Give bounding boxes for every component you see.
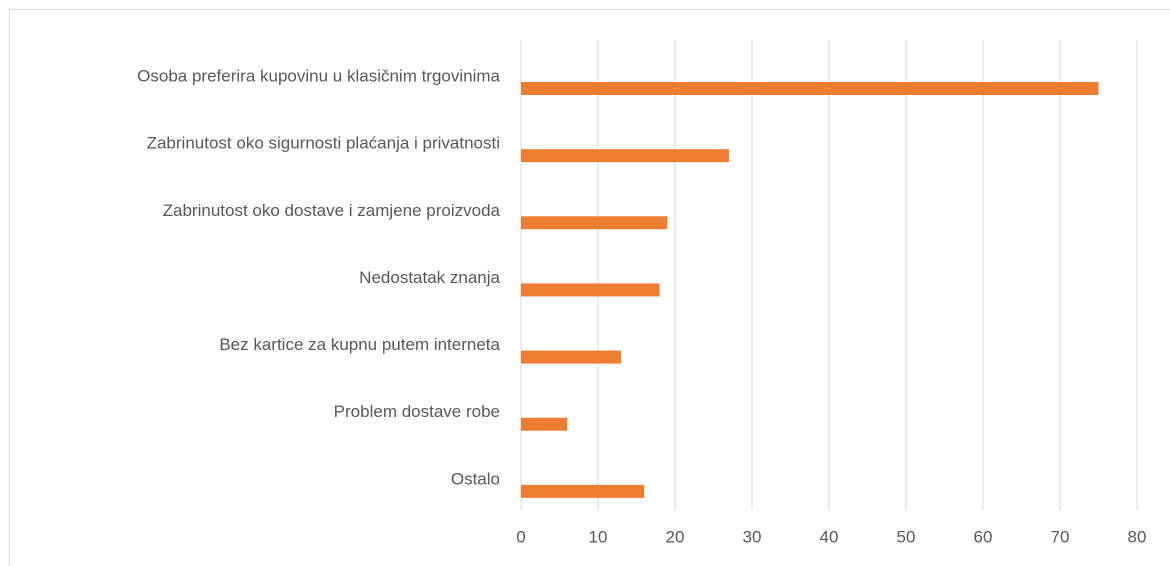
bar [521, 350, 622, 364]
bar [521, 417, 568, 431]
x-tick-label: 10 [589, 527, 608, 546]
y-tick-label: Osoba preferira kupovinu u klasičnim trg… [137, 66, 500, 85]
y-tick-label: Nedostatak znanja [359, 268, 500, 287]
x-tick-label: 80 [1128, 527, 1147, 546]
bar [521, 82, 1099, 95]
bar [521, 149, 729, 163]
x-tick-label: 60 [974, 527, 993, 546]
y-tick-label: Zabrinutost oko sigurnosti plaćanja i pr… [147, 134, 500, 153]
x-tick-label: 70 [1051, 527, 1070, 546]
y-tick-label: Ostalo [451, 469, 500, 488]
chart-frame [9, 9, 1170, 566]
bar [521, 216, 668, 230]
x-tick-label: 50 [897, 527, 916, 546]
y-tick-label: Bez kartice za kupnu putem interneta [219, 335, 500, 354]
x-tick-label: 0 [516, 527, 525, 546]
y-tick-label: Zabrinutost oko dostave i zamjene proizv… [163, 201, 501, 220]
x-tick-label: 40 [820, 527, 839, 546]
bar [521, 283, 660, 297]
x-tick-label: 30 [743, 527, 762, 546]
x-tick-label: 20 [666, 527, 685, 546]
bar [521, 484, 645, 498]
y-tick-label: Problem dostave robe [334, 402, 500, 421]
